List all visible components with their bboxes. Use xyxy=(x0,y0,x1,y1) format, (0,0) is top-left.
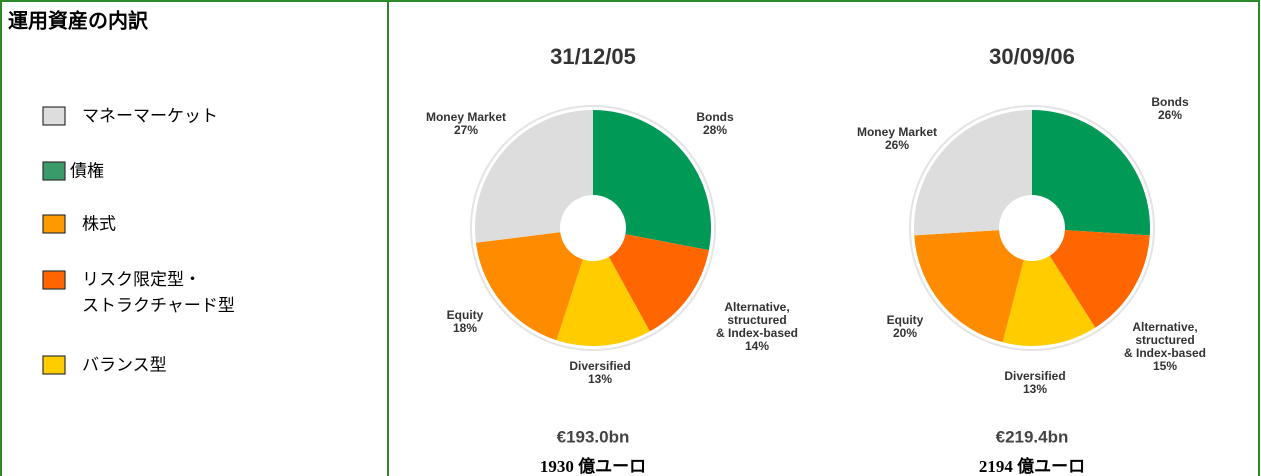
slice-label: Money Market xyxy=(426,110,506,124)
slice-label: Alternative, structured & Index-based xyxy=(716,300,798,340)
legend-swatch xyxy=(42,270,66,290)
slice-label: Bonds xyxy=(696,110,734,124)
pie-slice xyxy=(475,228,593,341)
pie-slice xyxy=(593,228,709,332)
slice-label: Equity xyxy=(887,313,924,327)
slice-value: 28% xyxy=(703,123,727,137)
slice-label: Diversified xyxy=(569,359,630,373)
slice-value: 26% xyxy=(885,138,909,152)
total-value-ja: 2194 億ユーロ xyxy=(979,456,1085,476)
legend-label: バランス型 xyxy=(82,355,167,374)
pie-hole xyxy=(999,195,1065,261)
slice-value: 18% xyxy=(453,321,477,335)
total-value-ja: 1930 億ユーロ xyxy=(540,456,646,476)
legend-label: 債権 xyxy=(70,161,104,180)
page-title: 運用資産の内訳 xyxy=(8,8,149,32)
slice-label: Bonds xyxy=(1151,95,1189,109)
legend-swatch xyxy=(42,214,66,234)
slice-value: 27% xyxy=(454,123,478,137)
legend-swatch xyxy=(42,355,66,375)
legend-swatch xyxy=(42,161,66,181)
total-value: €193.0bn xyxy=(557,427,630,446)
slice-label: Money Market xyxy=(857,125,937,139)
slice-value: 15% xyxy=(1153,359,1177,373)
slice-label: Alternative, structured & Index-based xyxy=(1124,320,1206,360)
legend-label: マネーマーケット xyxy=(82,106,218,125)
slice-label: Diversified xyxy=(1004,369,1065,383)
pie-slice xyxy=(914,110,1032,236)
pie-slice xyxy=(475,110,593,243)
chart-title: 30/09/06 xyxy=(989,44,1075,69)
legend-label: 株式 xyxy=(82,214,116,233)
legend-label: リスク限定型・ストラクチャード型 xyxy=(82,270,235,315)
pie-slice xyxy=(914,228,1032,343)
slice-value: 13% xyxy=(1023,382,1047,396)
slice-value: 20% xyxy=(893,326,917,340)
legend-swatch xyxy=(42,106,66,126)
slice-value: 14% xyxy=(745,339,769,353)
total-value: €219.4bn xyxy=(996,427,1069,446)
pie-slice xyxy=(1032,228,1150,328)
slice-value: 26% xyxy=(1158,108,1182,122)
pie-slice xyxy=(1032,110,1151,236)
pie-hole xyxy=(560,195,626,261)
chart-title: 31/12/05 xyxy=(550,44,636,69)
slice-label: Equity xyxy=(447,308,484,322)
slice-value: 13% xyxy=(588,372,612,386)
pie-slice xyxy=(556,228,650,346)
